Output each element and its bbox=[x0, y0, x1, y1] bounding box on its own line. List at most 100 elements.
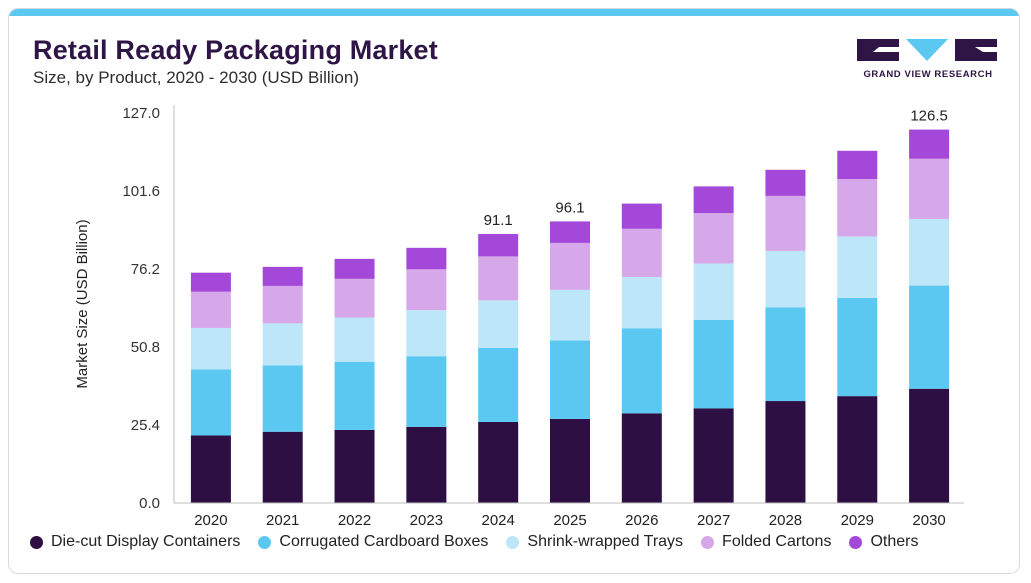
bar-segment bbox=[190, 369, 231, 436]
bar-segment bbox=[621, 228, 662, 277]
bar-segment bbox=[334, 278, 375, 318]
y-tick-label: 25.4 bbox=[131, 417, 160, 434]
bar-stack-2021 bbox=[262, 266, 303, 503]
legend-marker bbox=[849, 535, 863, 549]
y-tick-label: 50.8 bbox=[131, 339, 160, 356]
bar-segment bbox=[837, 179, 878, 237]
bar-segment bbox=[621, 203, 662, 229]
bar-segment bbox=[406, 247, 447, 270]
bar-segment bbox=[550, 242, 590, 290]
bar-segment bbox=[406, 426, 447, 503]
bar-segment bbox=[550, 289, 590, 341]
logo-text: GRAND VIEW RESEARCH bbox=[863, 69, 993, 80]
y-tick-label: 127.0 bbox=[122, 105, 160, 122]
data-labels: 91.1 96.1 126.5 bbox=[484, 108, 948, 229]
x-tick-label: 2026 bbox=[625, 512, 658, 529]
bar-segment bbox=[478, 421, 519, 503]
x-tick-label: 2024 bbox=[481, 512, 514, 529]
y-axis-label: Market Size (USD Billion) bbox=[74, 219, 91, 388]
bar-segment bbox=[190, 291, 231, 328]
bar-stack-2029 bbox=[837, 150, 878, 503]
bar-segment bbox=[693, 186, 734, 214]
legend-label: Folded Cartons bbox=[722, 533, 832, 550]
legend-marker bbox=[506, 535, 520, 549]
bar-segment bbox=[334, 317, 375, 362]
bar-stack-2022 bbox=[334, 258, 375, 503]
accent-bar bbox=[9, 9, 1019, 16]
bar-segment bbox=[190, 435, 231, 503]
bar-stack-2030 bbox=[909, 129, 950, 503]
chart-legend: Die-cut Display Containers Corrugated Car… bbox=[30, 533, 936, 551]
x-tick-label: 2023 bbox=[410, 512, 443, 529]
bar-segment bbox=[478, 347, 519, 422]
bar-segment bbox=[909, 285, 950, 389]
bar-segment bbox=[765, 250, 806, 308]
bar-segment bbox=[478, 300, 519, 348]
logo-triangle bbox=[906, 39, 948, 61]
logo-block-right bbox=[955, 39, 997, 61]
grand-view-research-logo bbox=[857, 39, 997, 61]
data-label: 91.1 bbox=[484, 212, 513, 229]
bar-segment bbox=[765, 169, 806, 196]
bar-segment bbox=[621, 328, 662, 414]
legend-label: Die-cut Display Containers bbox=[51, 533, 241, 550]
bar-segment bbox=[909, 158, 950, 219]
x-tick-label: 2022 bbox=[338, 512, 371, 529]
bar-segment bbox=[765, 195, 806, 251]
legend-item: Others bbox=[849, 533, 918, 551]
bar-stack-2024 bbox=[478, 233, 519, 503]
chart-subtitle: Size, by Product, 2020 - 2030 (USD Billi… bbox=[33, 68, 359, 87]
bar-segment bbox=[693, 263, 734, 320]
bar-segment bbox=[693, 213, 734, 264]
bar-segment bbox=[909, 129, 950, 159]
bar-segment bbox=[190, 327, 231, 370]
bar-segment bbox=[765, 401, 806, 503]
bar-stack-2023 bbox=[406, 247, 447, 503]
bar-segment bbox=[550, 221, 590, 243]
chart-title: Retail Ready Packaging Market bbox=[33, 35, 438, 65]
y-tick-label: 0.0 bbox=[139, 495, 160, 512]
x-tick-label: 2025 bbox=[553, 512, 586, 529]
legend-item: Corrugated Cardboard Boxes bbox=[258, 533, 488, 551]
bar-segment bbox=[334, 429, 375, 503]
legend-item: Folded Cartons bbox=[701, 533, 831, 551]
bar-stack-2020 bbox=[190, 272, 231, 503]
bar-segment bbox=[621, 276, 662, 329]
bar-segment bbox=[190, 272, 231, 292]
bar-segment bbox=[837, 297, 878, 397]
legend-label: Shrink-wrapped Trays bbox=[527, 533, 684, 550]
bar-segment bbox=[262, 365, 303, 432]
bar-segment bbox=[550, 418, 590, 503]
bar-segment bbox=[909, 388, 950, 503]
legend-marker bbox=[258, 535, 272, 549]
bar-segment bbox=[478, 233, 519, 257]
data-label: 126.5 bbox=[910, 108, 948, 125]
bar-segment bbox=[693, 319, 734, 409]
legend-label: Corrugated Cardboard Boxes bbox=[279, 533, 489, 550]
bar-segment bbox=[406, 310, 447, 357]
bar-segment bbox=[837, 150, 878, 180]
bar-segment bbox=[406, 356, 447, 427]
bar-segment bbox=[334, 258, 375, 279]
bar-segment bbox=[262, 266, 303, 286]
bar-segment bbox=[262, 323, 303, 366]
legend-marker bbox=[701, 535, 715, 549]
legend-marker bbox=[30, 535, 43, 549]
bar-segment bbox=[262, 431, 303, 503]
y-tick-label: 101.6 bbox=[122, 183, 160, 200]
bar-segment bbox=[550, 340, 590, 419]
y-axis: 0.0 25.4 50.8 76.2 101.6 127.0 Market Size (US… bbox=[74, 105, 175, 512]
x-tick-label: 2020 bbox=[194, 512, 227, 529]
data-label: 96.1 bbox=[555, 199, 584, 216]
x-tick-label: 2027 bbox=[697, 512, 730, 529]
bar-segment bbox=[765, 307, 806, 402]
x-axis: 2020 2021 2022 2023 2024 2025 2026 2027 2028 2029… bbox=[174, 502, 964, 529]
legend-item: Shrink-wrapped Trays bbox=[506, 533, 683, 551]
y-tick-label: 76.2 bbox=[131, 261, 160, 278]
legend-item: Die-cut Display Containers bbox=[30, 533, 240, 551]
bar-stack-2025 bbox=[550, 221, 590, 503]
x-tick-label: 2021 bbox=[266, 512, 299, 529]
bar-stack-2027 bbox=[693, 186, 734, 503]
bar-stack-2028 bbox=[765, 169, 806, 503]
bar-segment bbox=[693, 408, 734, 503]
